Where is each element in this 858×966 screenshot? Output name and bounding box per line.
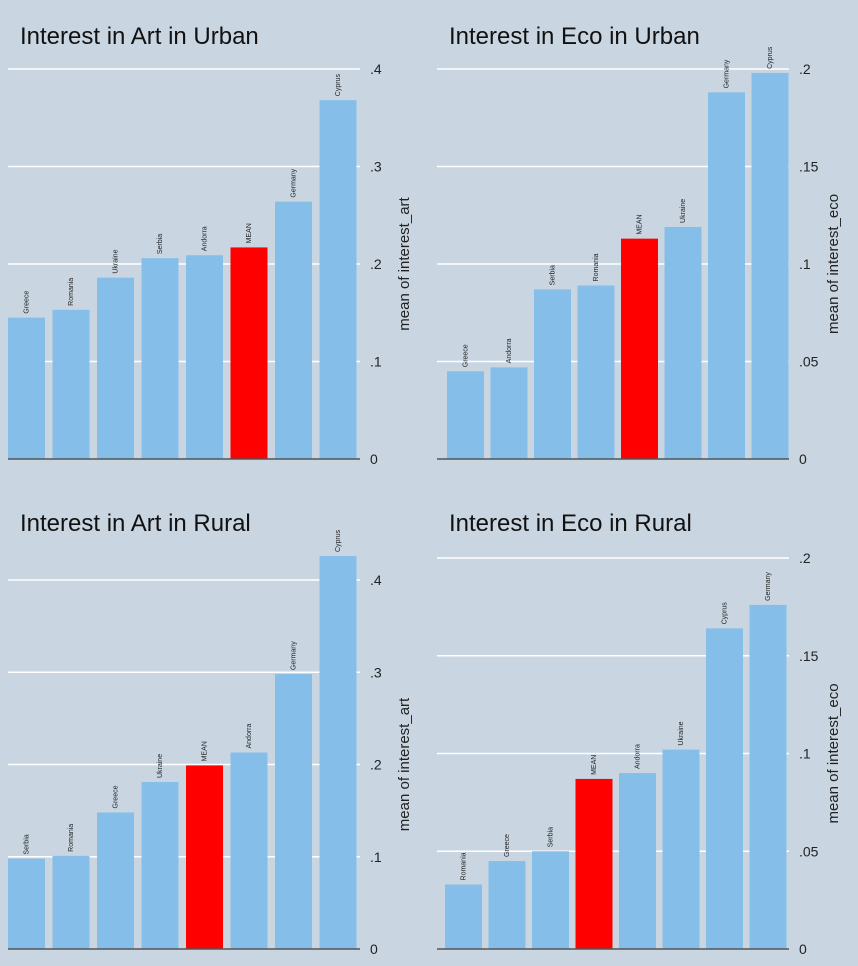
- bar: [575, 778, 613, 949]
- bar-category-label: Germany: [765, 572, 772, 601]
- bar: [97, 812, 134, 949]
- bar-category-label: MEAN: [246, 223, 253, 243]
- y-tick-label: 0: [799, 451, 807, 467]
- bar: [621, 238, 658, 459]
- y-tick-label: 0: [370, 451, 378, 467]
- bar: [230, 752, 268, 949]
- bar-category-label: MEAN: [591, 755, 598, 775]
- bar-category-label: Cyprus: [335, 529, 342, 552]
- y-tick-label: .15: [799, 159, 819, 175]
- bar: [708, 92, 745, 460]
- y-tick-label: .1: [370, 849, 382, 865]
- bar-category-label: Ukraine: [157, 754, 164, 778]
- chart-title: Interest in Eco in Rural: [449, 510, 692, 537]
- y-axis-label: mean of interest_art: [396, 196, 413, 330]
- bar-category-label: MEAN: [637, 214, 644, 234]
- chart-art-urban: Greece Romania Ukraine Serbia Andorra MEAN Ger…: [8, 23, 413, 467]
- bar-category-label: Serbia: [550, 265, 557, 285]
- y-axis-label: mean of interest_eco: [825, 194, 842, 334]
- y-tick-label: .3: [370, 159, 382, 175]
- y-tick-label: .1: [370, 354, 382, 370]
- bar: [662, 749, 700, 949]
- bar-category-label: Romania: [68, 278, 75, 306]
- bar-category-label: Andorra: [202, 226, 209, 251]
- bar: [490, 367, 528, 459]
- y-axis-label: mean of interest_art: [396, 697, 413, 831]
- bar-category-label: Andorra: [246, 723, 253, 748]
- bar-category-label: Romania: [461, 852, 468, 880]
- y-tick-label: 0: [799, 941, 807, 957]
- bar-category-label: Germany: [724, 59, 731, 88]
- bar: [52, 855, 90, 949]
- y-tick-label: .2: [370, 757, 382, 773]
- y-tick-label: .2: [370, 256, 382, 272]
- bar: [141, 782, 179, 949]
- bar-category-label: Greece: [24, 291, 31, 314]
- bar: [447, 371, 484, 459]
- bar-category-label: Cyprus: [722, 602, 729, 625]
- bar-category-label: Greece: [113, 785, 120, 808]
- bar: [751, 72, 789, 460]
- y-tick-label: .1: [799, 256, 811, 272]
- y-tick-label: .4: [370, 61, 382, 77]
- y-axis-label: mean of interest_eco: [825, 683, 842, 823]
- bar-category-label: Germany: [291, 168, 298, 197]
- bar: [8, 858, 45, 949]
- y-tick-label: .1: [799, 746, 811, 762]
- y-tick-label: .3: [370, 664, 382, 680]
- y-tick-label: .4: [370, 572, 382, 588]
- bar-category-label: Germany: [291, 641, 298, 670]
- bar: [275, 201, 312, 459]
- bar-category-label: Greece: [463, 344, 470, 367]
- bar-category-label: Serbia: [24, 834, 31, 854]
- bar: [275, 674, 312, 949]
- bar: [52, 309, 90, 459]
- y-tick-label: 0: [370, 941, 378, 957]
- y-tick-label: .05: [799, 354, 819, 370]
- y-tick-label: .05: [799, 843, 819, 859]
- chart-title: Interest in Eco in Urban: [449, 23, 700, 50]
- bar: [577, 285, 615, 459]
- y-tick-label: .2: [799, 61, 811, 77]
- bar-category-label: Serbia: [548, 827, 555, 847]
- chart-eco-urban: Greece Andorra Serbia Romania MEAN Ukraine Ger…: [437, 23, 842, 467]
- bar-category-label: Romania: [68, 824, 75, 852]
- bar-category-label: Cyprus: [767, 46, 774, 69]
- chart-eco-rural: Romania Greece Serbia MEAN Andorra Ukraine Cyp…: [437, 510, 842, 957]
- bar-category-label: Romania: [593, 253, 600, 281]
- chart-title: Interest in Art in Rural: [20, 510, 251, 537]
- bar: [186, 255, 223, 459]
- chart-title: Interest in Art in Urban: [20, 23, 259, 50]
- bar: [141, 258, 179, 459]
- bar: [664, 226, 702, 459]
- chart-art-rural: Serbia Romania Greece Ukraine MEAN Andorra Ger…: [8, 510, 413, 957]
- y-tick-label: .2: [799, 550, 811, 566]
- bar: [319, 100, 357, 459]
- bar-category-label: Ukraine: [113, 249, 120, 273]
- bar: [488, 861, 526, 949]
- bar: [706, 628, 743, 949]
- y-tick-label: .15: [799, 648, 819, 664]
- bar-category-label: Serbia: [157, 234, 164, 254]
- bar: [445, 884, 482, 949]
- bar-category-label: MEAN: [202, 741, 209, 761]
- bar-category-label: Ukraine: [678, 721, 685, 745]
- bar-category-label: Andorra: [635, 744, 642, 769]
- bar: [97, 277, 134, 459]
- bar: [749, 604, 787, 949]
- bar-category-label: Ukraine: [680, 199, 687, 223]
- bar: [186, 765, 223, 949]
- bar: [319, 556, 357, 949]
- bar: [534, 289, 571, 459]
- bar-category-label: Cyprus: [335, 74, 342, 97]
- bar: [230, 247, 268, 459]
- bar: [8, 317, 45, 459]
- bar: [532, 851, 569, 949]
- bar-category-label: Andorra: [506, 338, 513, 363]
- bar-category-label: Greece: [504, 834, 511, 857]
- bar: [619, 773, 656, 949]
